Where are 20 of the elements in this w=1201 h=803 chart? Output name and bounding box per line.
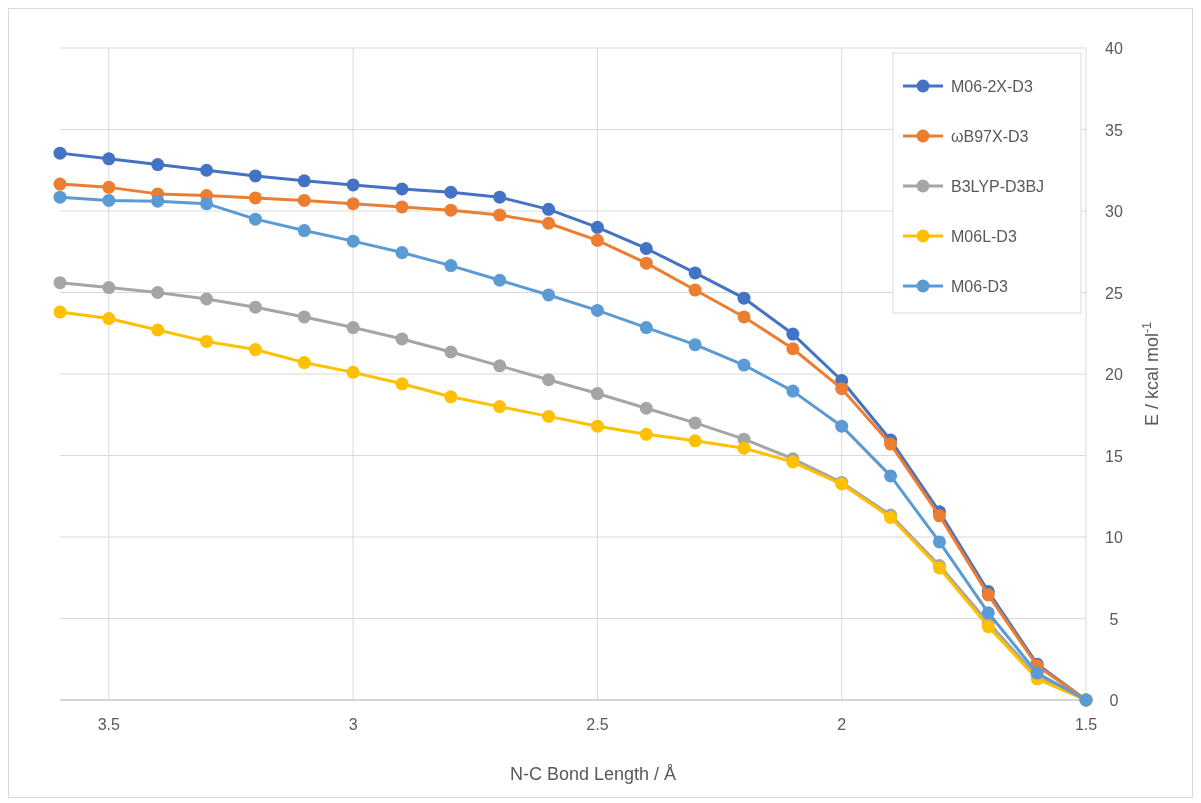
x-tick-label: 3.5: [97, 716, 121, 733]
x-axis-title: N-C Bond Length / Å: [509, 764, 677, 784]
x-tick-label: 3: [348, 716, 358, 733]
y-tick-label: 30: [1105, 203, 1123, 220]
legend-label: B3LYP-D3BJ: [951, 178, 1045, 195]
legend-label: M06-2X-D3: [951, 78, 1033, 95]
y-tick-label: 15: [1105, 447, 1123, 465]
y-tick-label: 20: [1105, 366, 1123, 383]
legend-label: ωB97X-D3: [951, 128, 1029, 145]
x-tick-label: 1.5: [1074, 716, 1098, 733]
y-tick-label: 40: [1105, 40, 1123, 57]
y-tick-label: 25: [1105, 284, 1123, 302]
y-tick-label: 35: [1105, 121, 1123, 139]
x-tick-label: 2: [837, 716, 847, 733]
legend-label: M06L-D3: [951, 228, 1017, 245]
y-tick-label: 0: [1109, 692, 1119, 709]
legend-label: M06-D3: [951, 278, 1009, 295]
y-tick-label: 10: [1105, 529, 1123, 546]
x-tick-label: 2.5: [586, 716, 609, 733]
y-tick-label: 5: [1109, 610, 1119, 628]
